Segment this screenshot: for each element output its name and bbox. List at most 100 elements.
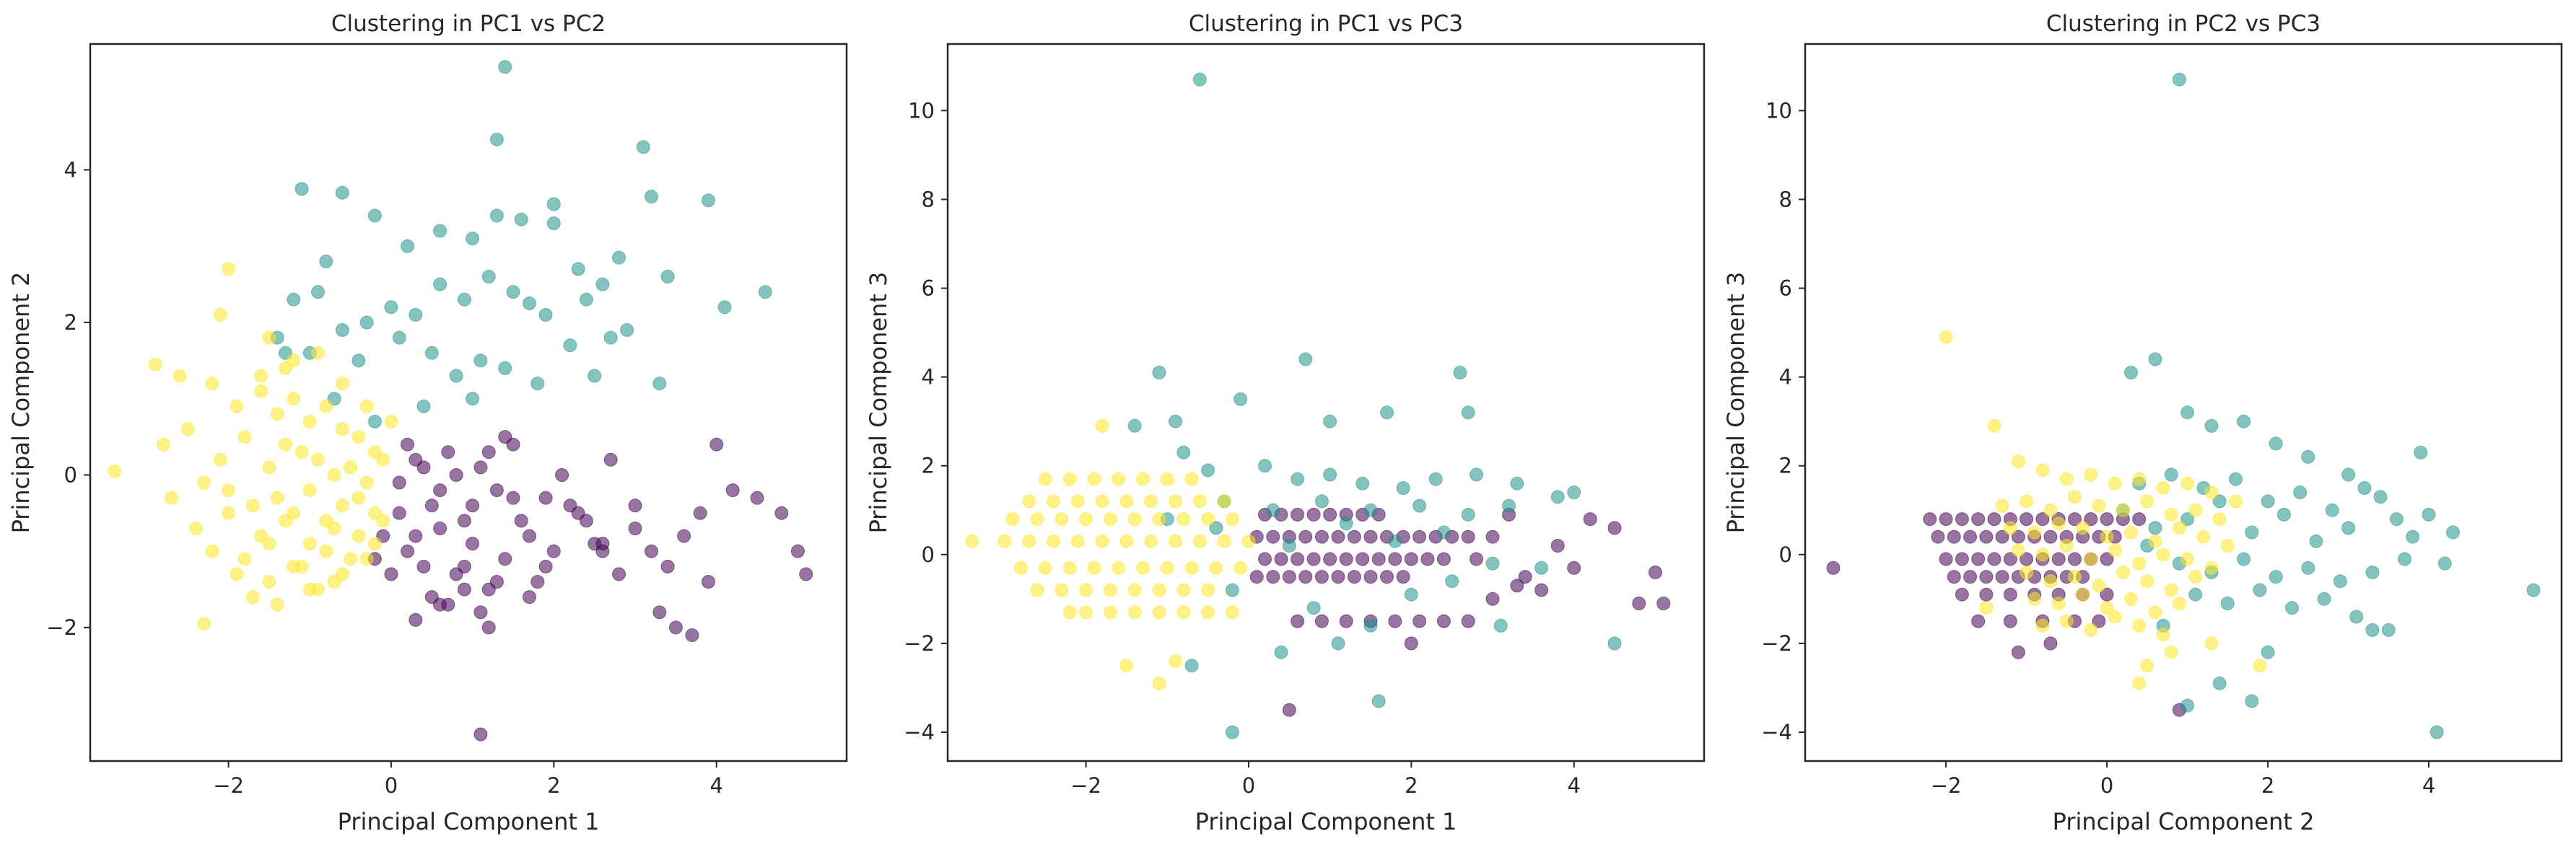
data-point-cluster-0 [1955, 587, 1969, 602]
data-point-cluster-1 [449, 369, 463, 383]
data-point-cluster-2 [1144, 534, 1158, 548]
data-point-cluster-2 [352, 430, 366, 444]
data-point-cluster-0 [433, 483, 447, 498]
data-point-cluster-1 [2406, 529, 2420, 544]
data-point-cluster-1 [1461, 405, 1475, 420]
data-point-cluster-1 [367, 414, 382, 428]
data-point-cluster-2 [2003, 521, 2017, 535]
data-point-cluster-2 [1022, 534, 1036, 548]
data-point-cluster-2 [2084, 552, 2098, 566]
data-point-cluster-0 [1298, 529, 1313, 544]
data-point-cluster-2 [1152, 512, 1166, 527]
data-point-cluster-0 [1436, 552, 1451, 566]
chart-panel-1: −2 0 2 4 −2 0 2 4 Clustering in PC1 vs PC2 Princi… [7, 11, 848, 835]
data-point-cluster-1 [1314, 494, 1329, 509]
data-point-cluster-0 [652, 605, 667, 620]
data-point-cluster-2 [997, 534, 1012, 548]
data-point-cluster-2 [230, 567, 244, 581]
y-tick-label: 2 [922, 454, 935, 478]
data-point-cluster-2 [1136, 561, 1150, 575]
data-point-cluster-2 [2180, 476, 2195, 491]
data-point-cluster-1 [2325, 503, 2339, 517]
data-point-cluster-2 [2059, 472, 2074, 486]
data-point-cluster-1 [311, 285, 325, 299]
data-point-cluster-1 [1396, 481, 1410, 495]
data-point-cluster-2 [2100, 529, 2114, 544]
data-point-cluster-1 [1274, 645, 1288, 659]
data-point-cluster-1 [2261, 494, 2275, 509]
data-point-cluster-1 [1550, 490, 1565, 504]
data-point-cluster-2 [1079, 605, 1093, 620]
y-tick-label: −2 [46, 615, 77, 640]
data-point-cluster-2 [222, 262, 236, 276]
data-point-cluster-2 [1176, 605, 1191, 620]
y-tick-label: −4 [1761, 720, 1792, 744]
data-point-cluster-1 [514, 212, 528, 227]
data-point-cluster-0 [2020, 512, 2034, 527]
data-point-cluster-2 [1062, 472, 1077, 486]
data-point-cluster-2 [302, 483, 317, 498]
x-tick-label: 0 [2100, 773, 2113, 798]
data-point-cluster-2 [1184, 561, 1199, 575]
data-point-cluster-2 [262, 575, 276, 589]
data-point-cluster-2 [302, 582, 317, 597]
data-point-cluster-1 [1388, 534, 1402, 548]
data-point-cluster-0 [1931, 529, 1945, 544]
data-point-cluster-2 [1087, 561, 1101, 575]
data-point-cluster-0 [538, 491, 553, 505]
data-point-cluster-0 [1323, 552, 1337, 566]
data-point-cluster-0 [1331, 570, 1345, 584]
data-point-cluster-0 [1347, 529, 1361, 544]
data-point-cluster-1 [1355, 476, 1370, 491]
data-point-cluster-2 [335, 377, 349, 391]
data-point-cluster-1 [588, 369, 602, 383]
data-point-cluster-1 [424, 346, 439, 360]
data-point-cluster-1 [473, 353, 488, 368]
data-point-cluster-1 [1184, 659, 1199, 673]
data-point-cluster-2 [1225, 605, 1239, 620]
data-point-cluster-2 [2100, 601, 2114, 615]
data-point-cluster-2 [2164, 645, 2178, 659]
data-point-cluster-2 [2076, 521, 2090, 535]
data-point-cluster-2 [2051, 597, 2066, 610]
x-tick-label: 2 [2261, 773, 2274, 798]
data-point-cluster-1 [1225, 725, 1239, 739]
data-point-cluster-0 [1963, 529, 1978, 544]
data-point-cluster-0 [595, 544, 610, 558]
data-point-cluster-2 [335, 422, 349, 436]
data-point-cluster-0 [1971, 512, 1986, 527]
data-point-cluster-1 [620, 323, 634, 337]
data-point-cluster-2 [2043, 574, 2058, 589]
data-point-cluster-2 [2140, 659, 2154, 673]
data-point-cluster-1 [2301, 449, 2315, 464]
data-point-cluster-0 [1363, 529, 1378, 544]
y-tick-label: 10 [908, 98, 935, 123]
y-tick-label: −2 [1761, 631, 1792, 656]
data-point-cluster-1 [1234, 392, 1248, 406]
data-point-cluster-0 [2100, 512, 2114, 527]
data-point-cluster-0 [1291, 507, 1305, 522]
data-point-cluster-1 [1510, 476, 1524, 491]
data-point-cluster-1 [1461, 507, 1475, 522]
data-point-cluster-1 [401, 239, 414, 253]
data-point-cluster-2 [1144, 494, 1158, 509]
data-point-cluster-2 [1209, 561, 1223, 575]
data-point-cluster-1 [2204, 418, 2219, 433]
data-point-cluster-1 [352, 353, 366, 368]
data-point-cluster-2 [1160, 561, 1174, 575]
data-point-cluster-2 [367, 537, 382, 551]
data-point-cluster-2 [1095, 418, 1109, 433]
data-point-cluster-1 [645, 190, 658, 203]
data-point-cluster-1 [466, 392, 480, 406]
data-point-cluster-0 [1339, 552, 1353, 566]
data-point-cluster-1 [2148, 521, 2162, 535]
data-point-cluster-2 [319, 399, 333, 413]
data-point-cluster-0 [2051, 552, 2066, 566]
data-point-cluster-0 [392, 475, 406, 490]
data-point-cluster-1 [1201, 463, 1215, 478]
data-point-cluster-0 [2003, 552, 2017, 566]
data-point-cluster-2 [254, 384, 268, 398]
chart-title: Clustering in PC1 vs PC2 [331, 11, 606, 37]
data-point-cluster-2 [2229, 494, 2243, 509]
data-point-cluster-0 [1282, 570, 1296, 584]
